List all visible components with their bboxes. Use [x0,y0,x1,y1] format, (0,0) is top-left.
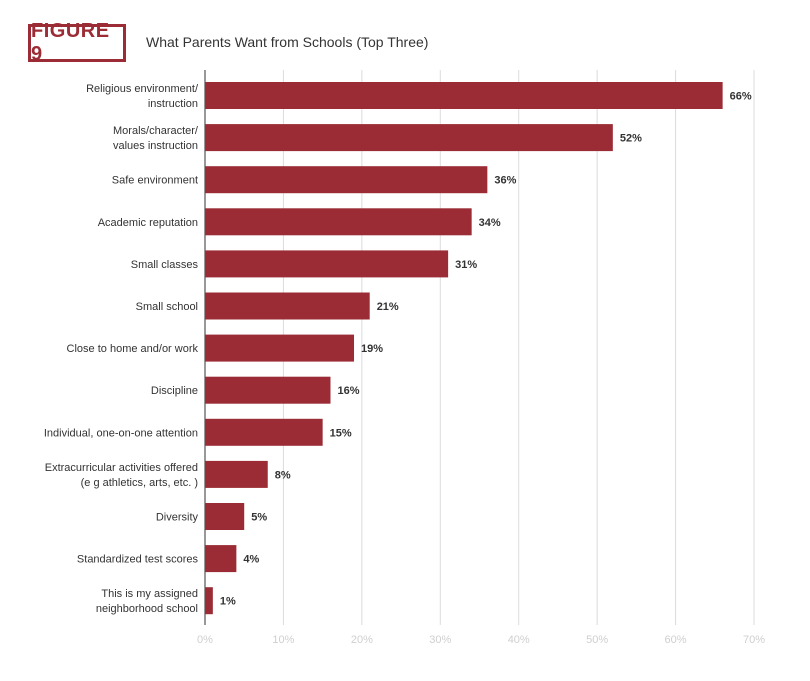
category-label: Discipline [151,385,198,397]
figure-number-box: FIGURE 9 [28,20,126,65]
bar [205,250,449,278]
bar [205,376,331,404]
bar-value-label: 16% [337,385,359,397]
bar [205,334,355,362]
bar-value-label: 4% [243,554,259,566]
bar [205,545,237,573]
category-label: neighborhood school [96,603,198,615]
x-tick-label: 10% [272,634,294,646]
bar [205,587,213,615]
x-tick-label: 50% [586,634,608,646]
category-label: values instruction [113,140,198,152]
category-label: Standardized test scores [77,554,199,566]
chart-title: What Parents Want from Schools (Top Thre… [146,34,429,50]
bar [205,82,723,109]
category-label: Small school [136,301,198,313]
bar-value-label: 8% [275,469,291,481]
category-label: Morals/character/ [113,125,199,137]
figure-number: FIGURE 9 [31,20,110,65]
bar-value-label: 66% [730,91,752,103]
bar-value-label: 21% [377,301,399,313]
category-label: This is my assigned [101,588,198,600]
bar [205,503,245,530]
x-tick-label: 40% [508,634,530,646]
category-label: Close to home and/or work [67,343,199,355]
bar-value-label: 5% [251,512,267,524]
category-label: instruction [148,98,198,110]
x-tick-label: 0% [197,634,213,646]
category-label: (e g athletics, arts, etc. ) [81,477,198,489]
bar [205,460,268,488]
bar [205,166,488,194]
category-label: Small classes [131,259,199,271]
bar-value-label: 52% [620,133,642,145]
category-label: Safe environment [112,175,198,187]
category-label: Diversity [156,512,199,524]
bar [205,124,613,152]
bar-value-label: 36% [494,175,516,187]
bar [205,292,370,320]
x-tick-label: 20% [351,634,373,646]
x-tick-label: 30% [429,634,451,646]
bar [205,208,472,236]
bar-value-label: 1% [220,596,236,608]
bar-value-label: 19% [361,343,383,355]
category-label: Academic reputation [98,217,198,229]
bar [205,418,323,446]
x-tick-label: 70% [743,634,765,646]
bar-value-label: 15% [330,427,352,439]
category-label: Extracurricular activities offered [45,462,198,474]
bar-value-label: 31% [455,259,477,271]
category-label: Individual, one-on-one attention [44,427,198,439]
category-label: Religious environment/ [86,83,199,95]
bar-value-label: 34% [479,217,501,229]
x-tick-label: 60% [665,634,687,646]
